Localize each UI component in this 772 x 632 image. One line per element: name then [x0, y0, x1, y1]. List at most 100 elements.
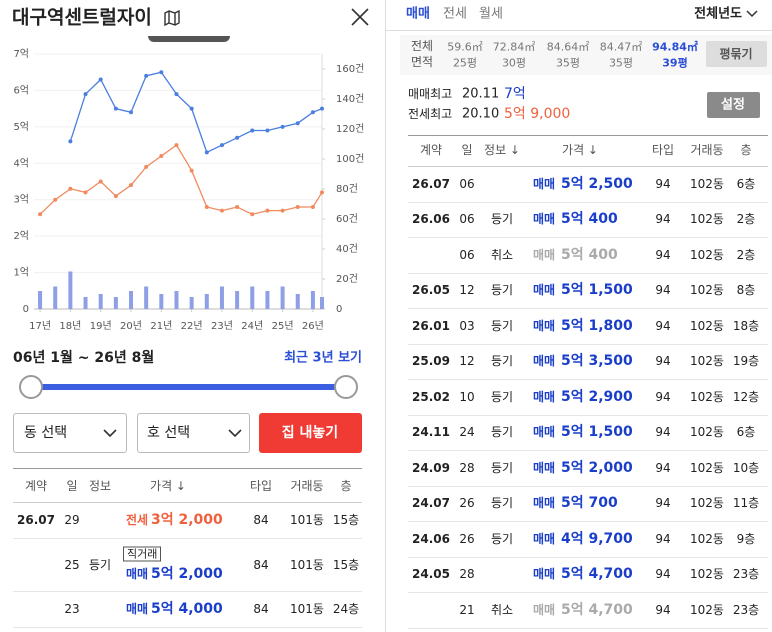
- price-point: [235, 135, 240, 140]
- deal-tab[interactable]: 월세: [479, 6, 503, 22]
- row-divider: [408, 450, 768, 451]
- cell-date: 25.09: [412, 354, 450, 369]
- settings-button[interactable]: [707, 92, 760, 118]
- y2-tick-label: 100건: [336, 153, 364, 165]
- sell-button[interactable]: [259, 413, 362, 453]
- cell-dong: 101동: [290, 513, 324, 527]
- x-tick-label: 26년: [302, 320, 324, 332]
- slider-track[interactable]: [31, 384, 346, 390]
- price-point: [144, 73, 149, 78]
- recent-link[interactable]: 최근 3년 보기: [284, 350, 362, 366]
- cell-dong: 102동: [690, 247, 724, 262]
- cell-dong: 102동: [690, 567, 724, 582]
- volume-bar: [174, 291, 179, 309]
- deal-tab[interactable]: 전세: [443, 6, 467, 22]
- column-header: 층: [340, 479, 352, 493]
- y2-tick-label: 20건: [336, 273, 358, 285]
- deal-price: 5억 4,000: [151, 601, 223, 617]
- cell-dong: 102동: [690, 212, 724, 227]
- y-tick-label: 5억: [13, 121, 29, 133]
- cell-floor: 9층: [736, 531, 756, 546]
- high-date: 20.10: [462, 106, 500, 122]
- cell-floor: 12층: [732, 389, 760, 404]
- volume-bar: [265, 291, 270, 309]
- y2-tick-label: 140건: [336, 93, 364, 105]
- cell-type: 94: [655, 531, 671, 546]
- volume-bar: [219, 286, 224, 309]
- y-tick-label: 1억: [13, 267, 29, 279]
- cell-info: 등기: [490, 283, 514, 298]
- deal-kind: 매매: [532, 176, 556, 191]
- deal-price: 5억 4,700: [561, 601, 633, 618]
- deal-kind: 매매: [532, 602, 556, 617]
- deal-price: 5억 2,900: [561, 388, 633, 405]
- cell-day: 26: [459, 496, 475, 511]
- cell-dong: 102동: [690, 318, 724, 333]
- area-sqm[interactable]: 59.6㎡: [447, 40, 483, 54]
- column-header: 정보 ↓: [484, 143, 520, 157]
- deal-price: 5억 700: [561, 495, 618, 512]
- cell-floor: 11층: [732, 496, 760, 511]
- x-tick-label: 23년: [211, 320, 233, 332]
- cell-day: 03: [459, 318, 475, 333]
- year-select[interactable]: 전체년도: [694, 6, 742, 22]
- x-tick-label: 19년: [90, 320, 112, 332]
- deal-kind: 매매: [532, 567, 556, 582]
- cell-type: 84: [253, 513, 269, 527]
- deal-kind: 매매: [125, 566, 149, 581]
- volume-bar: [144, 286, 149, 309]
- deal-price: 5억 400: [561, 246, 618, 263]
- row-divider: [408, 308, 768, 309]
- area-pyeong[interactable]: 30평: [501, 56, 527, 70]
- deal-kind: 매매: [532, 389, 556, 404]
- row-divider: [408, 414, 768, 416]
- area-pyeong[interactable]: 39평: [662, 56, 688, 70]
- deal-price: 5억 3,500: [561, 353, 633, 370]
- row-divider: [13, 538, 362, 539]
- price-point: [280, 124, 285, 129]
- cell-info: 등기: [490, 354, 514, 369]
- cell-dong: 102동: [690, 389, 724, 404]
- cell-info: 등기: [490, 496, 514, 511]
- area-pyeong[interactable]: 35평: [555, 56, 581, 70]
- price-point: [295, 121, 300, 126]
- area-sqm[interactable]: 72.84㎡: [492, 40, 536, 54]
- area-sqm[interactable]: 84.47㎡: [599, 40, 643, 54]
- price-chart: 0 1억 2억 3억 4억 5억 6억 7억 0 20건 40건 60건 80건 100건 120건 140건…: [13, 36, 364, 332]
- cell-day: 21: [459, 602, 475, 617]
- slider-knob[interactable]: [334, 375, 358, 399]
- column-header: 정보: [88, 479, 112, 493]
- area-sqm[interactable]: 94.84㎡: [652, 40, 698, 54]
- volume-bar: [280, 286, 285, 309]
- group-button[interactable]: [706, 41, 767, 67]
- area-pyeong[interactable]: 25평: [452, 56, 478, 70]
- price-point: [265, 128, 270, 133]
- price-point: [265, 208, 270, 213]
- area-pyeong[interactable]: 35평: [608, 56, 634, 70]
- deal-tab[interactable]: 매매: [406, 6, 430, 22]
- volume-bar: [320, 297, 324, 309]
- price-point: [250, 128, 255, 133]
- column-header: 일: [461, 143, 473, 157]
- volume-bar: [295, 294, 300, 309]
- cell-day: 06: [459, 176, 475, 191]
- title: 대구역센트럴자이: [12, 6, 152, 29]
- cell-type: 94: [655, 176, 671, 191]
- dong-select[interactable]: [13, 413, 127, 453]
- deal-kind: 전세: [125, 513, 149, 527]
- map-icon[interactable]: [163, 9, 181, 27]
- settings-label: 설정: [721, 97, 745, 113]
- x-tick-label: 22년: [181, 320, 203, 332]
- column-header: 거래동: [690, 143, 724, 157]
- deal-kind: 매매: [125, 602, 149, 616]
- column-header[interactable]: 가격 ↓: [150, 479, 186, 493]
- close-button[interactable]: [350, 7, 370, 27]
- cell-dong: 102동: [690, 460, 724, 475]
- ho-select[interactable]: [137, 413, 250, 453]
- area-sqm[interactable]: 84.64㎡: [546, 40, 590, 54]
- cell-dong: 102동: [690, 602, 724, 617]
- column-header[interactable]: 가격 ↓: [562, 143, 598, 157]
- row-divider: [408, 592, 768, 593]
- slider-knob[interactable]: [19, 375, 43, 399]
- price-point: [320, 106, 324, 111]
